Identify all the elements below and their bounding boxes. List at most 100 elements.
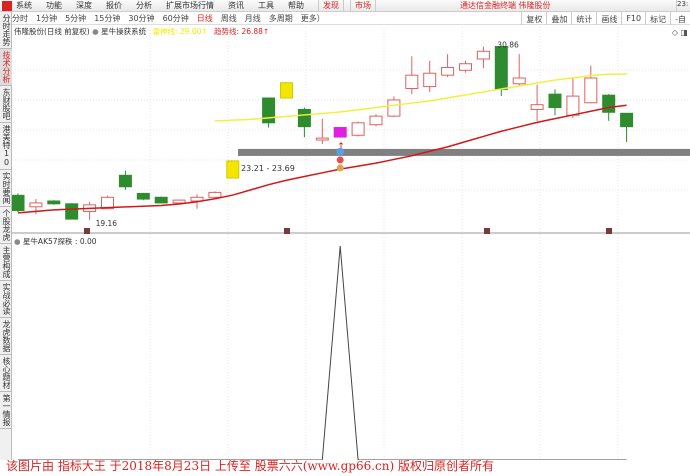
candle [441, 66, 455, 76]
candle [333, 127, 347, 138]
period-tab[interactable]: 5分钟 [65, 13, 87, 23]
clock: 23: [676, 0, 690, 12]
sidebar-tab[interactable]: 龙虎数据 [0, 318, 12, 355]
menu-bar: 系统 功能 深度 报价 分析 扩展市场行情 资讯 工具 帮助 发现 市场 通达信金融终端 伟隆股份 … [0, 0, 690, 12]
candle [101, 196, 114, 210]
event-marker-icon [284, 228, 290, 234]
candle [154, 196, 168, 204]
toolbar-button[interactable]: -自 [670, 12, 690, 25]
toolbar-button[interactable]: 标记 [645, 12, 670, 25]
period-tab[interactable]: 分时 [12, 13, 28, 23]
min-price-label: 19.16 [96, 219, 118, 228]
sidebar-tab[interactable]: 核心题材 [0, 355, 12, 392]
yellow-line-value: 雷神线: 29.00↑ [152, 27, 208, 36]
red-ma-line [17, 104, 627, 214]
chart-options-icon[interactable]: ◇ ◨ [671, 28, 688, 37]
candle [136, 192, 150, 200]
period-tab[interactable]: 30分钟 [128, 13, 155, 23]
menu-highlight[interactable]: 发现 [318, 0, 344, 11]
toolbar-button[interactable]: 叠加 [546, 12, 571, 25]
buy-arrow-icon: ↑ [337, 142, 345, 152]
kline-chart[interactable]: 23.21 - 23.69 30.86 19.16 ↑ [12, 24, 690, 460]
menu-item[interactable]: 报价 [106, 1, 122, 10]
period-tab[interactable]: 周线 [220, 13, 237, 23]
candle [118, 174, 132, 188]
menu-item[interactable]: 分析 [136, 1, 152, 10]
lower-indicator-label[interactable]: 星牛AK57探秩 : 0.00 [22, 237, 97, 246]
menu-item[interactable]: 深度 [76, 1, 92, 10]
red-diamond-icon [336, 156, 344, 164]
candle [476, 50, 490, 60]
event-marker-icon [484, 228, 490, 234]
indicator-name[interactable]: 星牛操获系统 [101, 27, 147, 36]
candle [530, 104, 544, 110]
lower-indicator-info: ● 星牛AK57探秩 : 0.00 [14, 236, 97, 247]
candle [423, 72, 437, 88]
sidebar-tab[interactable]: 个股龙虎 [0, 207, 12, 244]
max-price-label: 30.86 [497, 41, 519, 50]
sidebar-tab[interactable]: 东财股吧 [0, 86, 12, 123]
toolbar-button[interactable]: F10 [621, 12, 645, 25]
blue-diamond-icon [336, 147, 345, 156]
candle [280, 82, 293, 99]
menu-highlight[interactable]: 市场 [350, 0, 376, 11]
window-title: 通达信金融终端 伟隆股份 [460, 1, 551, 10]
period-tab[interactable]: 多周期 [268, 13, 293, 23]
sidebar-tab[interactable]: 实战必读 [0, 281, 12, 318]
candle [387, 99, 401, 117]
period-tab[interactable]: 更多） [300, 13, 325, 23]
candle [47, 200, 61, 205]
toolbar-button[interactable]: 统计 [571, 12, 596, 25]
candle [405, 74, 419, 90]
menu-item[interactable]: 系统 [16, 1, 32, 10]
sidebar-tab[interactable]: 分时走势 [0, 12, 12, 49]
candle [315, 137, 329, 141]
candle [548, 93, 562, 109]
app-logo-icon [2, 0, 12, 11]
candle [459, 63, 472, 71]
candle [620, 112, 634, 128]
period-tab[interactable]: 日线 [196, 13, 213, 23]
range-label: 23.21 - 23.69 [241, 164, 295, 173]
candle [602, 94, 616, 113]
red-line-value: 趋势线: 26.88↑ [214, 27, 270, 36]
sidebar-tab[interactable]: 港美特10 [0, 123, 12, 170]
sidebar-tab[interactable]: 技术分析 [0, 49, 12, 86]
toolbar-button[interactable]: 复权 [521, 12, 546, 25]
period-tab[interactable]: 1分钟 [36, 13, 58, 23]
candle [512, 77, 526, 85]
candle [208, 191, 222, 198]
event-marker-icon [606, 228, 612, 234]
candle [351, 122, 365, 136]
menu-item[interactable]: 功能 [46, 1, 62, 10]
price-band [238, 148, 690, 156]
candle [12, 194, 25, 211]
menu-item[interactable]: 资讯 [228, 1, 244, 10]
lower-indicator-line [18, 245, 627, 460]
candle [65, 203, 79, 220]
menu-item[interactable]: 工具 [258, 1, 274, 10]
toolbar-button[interactable]: 画线 [596, 12, 621, 25]
candle [584, 77, 598, 104]
sidebar-tab[interactable]: 主营构成 [0, 244, 12, 281]
stock-title: 伟隆股份(日线 前复权) [14, 27, 90, 36]
yellow-ma-line [214, 73, 627, 122]
watermark: 该图片由 指标大王 于2018年8月23日 上传至 股票六六(www.gp66.… [6, 459, 494, 473]
menu-item[interactable]: 扩展市场行情 [166, 1, 214, 10]
menu-item[interactable]: 帮助 [288, 1, 304, 10]
sidebar: 分时走势 技术分析 东财股吧 港美特10 实时要闻 个股龙虎 主营构成 实战必读 龙虎数据 核心题… [0, 12, 12, 460]
candle [566, 95, 580, 116]
period-tab[interactable]: 15分钟 [94, 13, 121, 23]
period-tab[interactable]: 60分钟 [162, 13, 189, 23]
sidebar-tab[interactable]: 实时要闻 [0, 170, 12, 207]
candle [29, 202, 43, 208]
indicator-gear-icon[interactable]: ● [92, 27, 99, 36]
sidebar-tab[interactable]: 第一情报 [0, 392, 12, 429]
event-marker-icon [84, 228, 90, 234]
gold-ingot-icon [336, 164, 344, 172]
period-bar: 分时 1分钟 5分钟 15分钟 30分钟 60分钟 日线 周线 月线 多周期 更多） 复权 叠加 统计画… [12, 12, 690, 25]
indicator-gear-icon[interactable]: ● [14, 237, 21, 246]
period-tab[interactable]: 月线 [244, 13, 261, 23]
candle [494, 46, 508, 90]
candle [226, 160, 240, 179]
